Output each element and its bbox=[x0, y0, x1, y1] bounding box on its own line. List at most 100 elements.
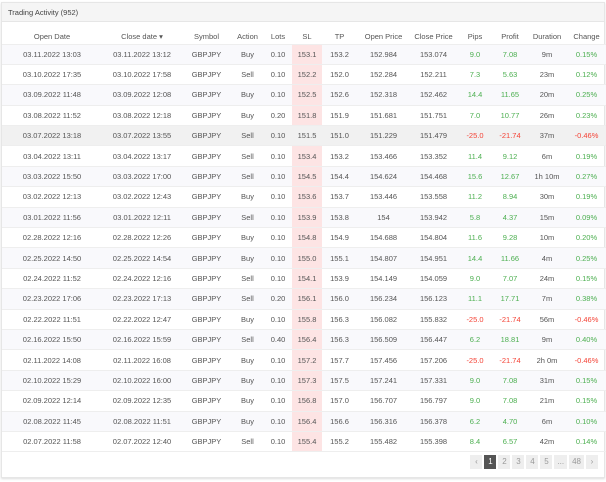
table-row[interactable]: 02.22.2022 11:51 02.22.2022 12:47 GBPJPY Bu… bbox=[2, 309, 606, 330]
cell-open-date: 03.01.2022 11:56 bbox=[2, 207, 102, 229]
cell-pips: 15.6 bbox=[457, 166, 493, 188]
cell-profit: 6.57 bbox=[493, 431, 527, 453]
cell-lots: 0.10 bbox=[264, 186, 292, 208]
cell-symbol: GBPJPY bbox=[182, 207, 231, 229]
page-button-4[interactable]: 4 bbox=[526, 455, 539, 469]
cell-open-date: 03.03.2022 15:50 bbox=[2, 166, 102, 188]
cell-profit: -21.74 bbox=[493, 309, 527, 330]
cell-profit: 9.28 bbox=[493, 227, 527, 249]
table-row[interactable]: 02.08.2022 11:45 02.08.2022 11:51 GBPJPY Bu… bbox=[2, 411, 606, 432]
column-header-change[interactable]: Change bbox=[567, 30, 606, 45]
cell-open-price: 154.624 bbox=[357, 166, 410, 188]
cell-duration: 20m bbox=[527, 84, 567, 106]
table-row[interactable]: 02.23.2022 17:06 02.23.2022 17:13 GBPJPY Se… bbox=[2, 288, 606, 310]
cell-change: -0.46% bbox=[567, 349, 606, 371]
column-header-open-date[interactable]: Open Date bbox=[2, 30, 102, 45]
column-header-open-price[interactable]: Open Price bbox=[357, 30, 410, 45]
page-button-1[interactable]: 1 bbox=[484, 455, 497, 469]
cell-open-price: 156.234 bbox=[357, 288, 410, 310]
table-row[interactable]: 02.25.2022 14:50 02.25.2022 14:54 GBPJPY Bu… bbox=[2, 247, 606, 269]
cell-tp: 154.4 bbox=[322, 166, 357, 188]
cell-close-price: 155.832 bbox=[410, 309, 457, 330]
table-row[interactable]: 03.01.2022 11:56 03.01.2022 12:11 GBPJPY Se… bbox=[2, 207, 606, 229]
column-header-action[interactable]: Action bbox=[231, 30, 264, 45]
cell-open-price: 154 bbox=[357, 207, 410, 229]
cell-profit: 7.07 bbox=[493, 268, 527, 290]
table-row[interactable]: 03.08.2022 11:52 03.08.2022 12:18 GBPJPY Bu… bbox=[2, 105, 606, 127]
page-button-5[interactable]: 5 bbox=[540, 455, 553, 469]
cell-action: Buy bbox=[231, 105, 264, 127]
cell-symbol: GBPJPY bbox=[182, 411, 231, 432]
column-header-close-price[interactable]: Close Price bbox=[410, 30, 457, 45]
cell-tp: 151.0 bbox=[322, 125, 357, 147]
cell-change: 0.15% bbox=[567, 390, 606, 412]
cell-open-date: 02.23.2022 17:06 bbox=[2, 288, 102, 310]
cell-lots: 0.10 bbox=[264, 370, 292, 392]
pagination: ‹ 1 2 3 4 5... 48 › bbox=[470, 455, 598, 469]
cell-tp: 151.9 bbox=[322, 105, 357, 127]
cell-close-price: 153.074 bbox=[410, 44, 457, 65]
cell-profit: -21.74 bbox=[493, 349, 527, 371]
column-header-tp[interactable]: TP bbox=[322, 30, 357, 45]
table-row[interactable]: 03.03.2022 15:50 03.03.2022 17:00 GBPJPY Se… bbox=[2, 166, 606, 188]
table-row[interactable]: 03.07.2022 13:18 03.07.2022 13:55 GBPJPY Se… bbox=[2, 125, 606, 147]
cell-symbol: GBPJPY bbox=[182, 247, 231, 269]
cell-close-date: 02.23.2022 17:13 bbox=[102, 288, 182, 310]
table-row[interactable]: 02.16.2022 15:50 02.16.2022 15:59 GBPJPY Se… bbox=[2, 329, 606, 351]
cell-tp: 153.2 bbox=[322, 145, 357, 167]
cell-profit: 18.81 bbox=[493, 329, 527, 351]
cell-pips: 6.2 bbox=[457, 411, 493, 432]
cell-lots: 0.20 bbox=[264, 105, 292, 127]
cell-open-price: 153.446 bbox=[357, 186, 410, 208]
column-header-pips[interactable]: Pips bbox=[457, 30, 493, 45]
column-header-symbol[interactable]: Symbol bbox=[182, 30, 231, 45]
table-row[interactable]: 02.24.2022 11:52 02.24.2022 12:16 GBPJPY Se… bbox=[2, 268, 606, 290]
cell-change: 0.40% bbox=[567, 329, 606, 351]
column-header-close-date[interactable]: Close date ▾ bbox=[102, 30, 182, 45]
table-row[interactable]: 03.04.2022 13:11 03.04.2022 13:17 GBPJPY Se… bbox=[2, 145, 606, 167]
cell-open-date: 02.07.2022 11:58 bbox=[2, 431, 102, 453]
cell-close-price: 154.468 bbox=[410, 166, 457, 188]
table-row[interactable]: 02.28.2022 12:16 02.28.2022 12:26 GBPJPY Bu… bbox=[2, 227, 606, 249]
next-page-button[interactable]: › bbox=[586, 455, 598, 469]
prev-page-button[interactable]: ‹ bbox=[470, 455, 483, 469]
cell-duration: 56m bbox=[527, 309, 567, 330]
pagination-ellipsis[interactable]: ... bbox=[554, 455, 568, 469]
page-button-3[interactable]: 3 bbox=[512, 455, 525, 469]
table-row[interactable]: 03.10.2022 17:35 03.10.2022 17:58 GBPJPY Se… bbox=[2, 64, 606, 86]
column-header-profit[interactable]: Profit bbox=[493, 30, 527, 45]
cell-sl: 155.0 bbox=[292, 247, 322, 269]
cell-profit: 10.77 bbox=[493, 105, 527, 127]
cell-sl: 153.1 bbox=[292, 44, 322, 65]
column-header-sl[interactable]: SL bbox=[292, 30, 322, 45]
cell-change: 0.19% bbox=[567, 186, 606, 208]
table-row[interactable]: 03.02.2022 12:13 03.02.2022 12:43 GBPJPY Bu… bbox=[2, 186, 606, 208]
table-row[interactable]: 02.07.2022 11:58 02.07.2022 12:40 GBPJPY Se… bbox=[2, 431, 606, 453]
cell-close-date: 02.22.2022 12:47 bbox=[102, 309, 182, 330]
cell-pips: 7.0 bbox=[457, 105, 493, 127]
cell-tp: 154.9 bbox=[322, 227, 357, 249]
cell-close-price: 154.951 bbox=[410, 247, 457, 269]
cell-lots: 0.10 bbox=[264, 84, 292, 106]
table-row[interactable]: 02.11.2022 14:08 02.11.2022 16:08 GBPJPY Bu… bbox=[2, 349, 606, 371]
table-row[interactable]: 03.09.2022 11:48 03.09.2022 12:08 GBPJPY Bu… bbox=[2, 84, 606, 106]
column-header-duration[interactable]: Duration bbox=[527, 30, 567, 45]
page-button-2[interactable]: 2 bbox=[498, 455, 511, 469]
page-button-last[interactable]: 48 bbox=[569, 455, 584, 469]
cell-close-date: 03.10.2022 17:58 bbox=[102, 64, 182, 86]
cell-tp: 156.3 bbox=[322, 329, 357, 351]
table-row[interactable]: 03.11.2022 13:03 03.11.2022 13:12 GBPJPY Bu… bbox=[2, 44, 606, 65]
cell-close-price: 153.942 bbox=[410, 207, 457, 229]
table-row[interactable]: 02.10.2022 15:29 02.10.2022 16:00 GBPJPY Bu… bbox=[2, 370, 606, 392]
cell-profit: 4.37 bbox=[493, 207, 527, 229]
cell-symbol: GBPJPY bbox=[182, 431, 231, 453]
cell-symbol: GBPJPY bbox=[182, 288, 231, 310]
cell-profit: 4.70 bbox=[493, 411, 527, 432]
cell-duration: 26m bbox=[527, 105, 567, 127]
cell-close-price: 152.462 bbox=[410, 84, 457, 106]
table-row[interactable]: 02.09.2022 12:14 02.09.2022 12:35 GBPJPY Bu… bbox=[2, 390, 606, 412]
cell-symbol: GBPJPY bbox=[182, 349, 231, 371]
column-header-lots[interactable]: Lots bbox=[264, 30, 292, 45]
cell-duration: 4m bbox=[527, 247, 567, 269]
cell-open-date: 02.10.2022 15:29 bbox=[2, 370, 102, 392]
